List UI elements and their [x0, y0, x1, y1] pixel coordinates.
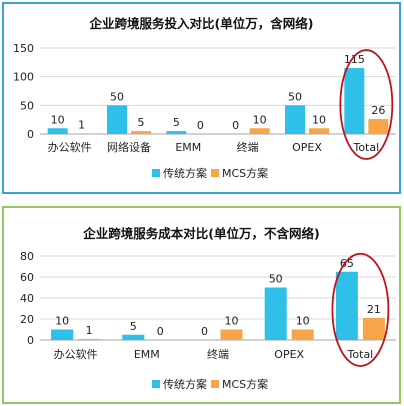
data-label: 5 [138, 116, 145, 129]
data-label: 50 [269, 273, 283, 286]
category-label: EMM [134, 348, 160, 361]
data-label: 1 [86, 324, 93, 337]
category-label: OPEX [292, 141, 322, 154]
legend-label: MCS方案 [222, 377, 268, 391]
y-tick-label: 80 [20, 250, 34, 263]
data-label: 0 [157, 325, 164, 338]
category-label: EMM [175, 141, 201, 154]
bar-traditional [122, 334, 145, 340]
category-label: OPEX [274, 348, 304, 361]
data-label: 10 [51, 113, 65, 126]
legend-swatch [211, 380, 219, 388]
data-label: 0 [201, 325, 208, 338]
investment-chart-panel: 企业跨境服务投入对比(单位万，含网络) 0 50 100 150 10 1 办公软件 50 5 网络… [2, 2, 401, 194]
bar-traditional [264, 287, 287, 340]
data-label: 50 [110, 90, 124, 103]
bar-traditional [51, 329, 74, 340]
data-label: 5 [130, 320, 137, 333]
category-label: Total [352, 141, 379, 154]
bar-traditional [166, 131, 187, 134]
category-label: 终端 [237, 140, 259, 154]
data-label: 21 [367, 303, 381, 316]
y-tick-label: 0 [27, 334, 34, 347]
y-tick-label: 0 [27, 128, 34, 141]
legend-swatch [152, 380, 160, 388]
data-label: 5 [173, 116, 180, 129]
category-label: 办公软件 [48, 140, 92, 154]
legend-swatch [211, 169, 219, 177]
legend-label: 传统方案 [163, 377, 207, 391]
data-label: 10 [225, 315, 239, 328]
legend-label: 传统方案 [163, 166, 207, 180]
bar-traditional [107, 105, 127, 134]
bar-mcs [368, 119, 389, 134]
chart-title: 企业跨境服务成本对比(单位万，不含网络) [82, 226, 319, 241]
bar-traditional [285, 105, 305, 134]
data-label: 0 [197, 119, 204, 132]
data-label: 0 [232, 119, 239, 132]
category-label: Total [347, 348, 374, 361]
y-tick-label: 100 [13, 71, 34, 84]
total-highlight-ring [331, 252, 390, 367]
bar-traditional [47, 128, 68, 134]
chart-title: 企业跨境服务投入对比(单位万，含网络) [89, 16, 314, 31]
bar-mcs [362, 317, 385, 340]
y-tick-label: 60 [20, 271, 34, 284]
legend-label: MCS方案 [222, 166, 268, 180]
y-tick-label: 20 [20, 313, 34, 326]
bar-mcs [309, 128, 329, 134]
y-tick-label: 150 [13, 42, 34, 55]
category-label: 办公软件 [54, 347, 98, 361]
bar-mcs [71, 133, 92, 134]
category-label: 网络设备 [107, 140, 151, 154]
data-label: 10 [253, 113, 267, 126]
total-highlight-ring [339, 49, 394, 160]
data-label: 10 [296, 315, 310, 328]
data-label: 10 [312, 113, 326, 126]
bar-mcs [249, 128, 270, 134]
bar-mcs [220, 329, 243, 340]
bar-traditional [335, 271, 358, 340]
bar-traditional [344, 68, 365, 134]
y-tick-label: 40 [20, 292, 34, 305]
legend-swatch [152, 169, 160, 177]
data-label: 1 [78, 118, 85, 131]
cost-chart-panel: 企业跨境服务成本对比(单位万，不含网络) 0 20 40 60 80 10 1 办公软件 5 0 EM… [2, 206, 401, 404]
bar-mcs [78, 338, 101, 340]
bar-mcs [291, 329, 314, 340]
data-label: 10 [55, 315, 69, 328]
data-label: 50 [288, 90, 302, 103]
bar-mcs [131, 131, 151, 134]
data-label: 26 [371, 104, 385, 117]
y-tick-label: 50 [20, 99, 34, 112]
category-label: 终端 [207, 347, 229, 361]
